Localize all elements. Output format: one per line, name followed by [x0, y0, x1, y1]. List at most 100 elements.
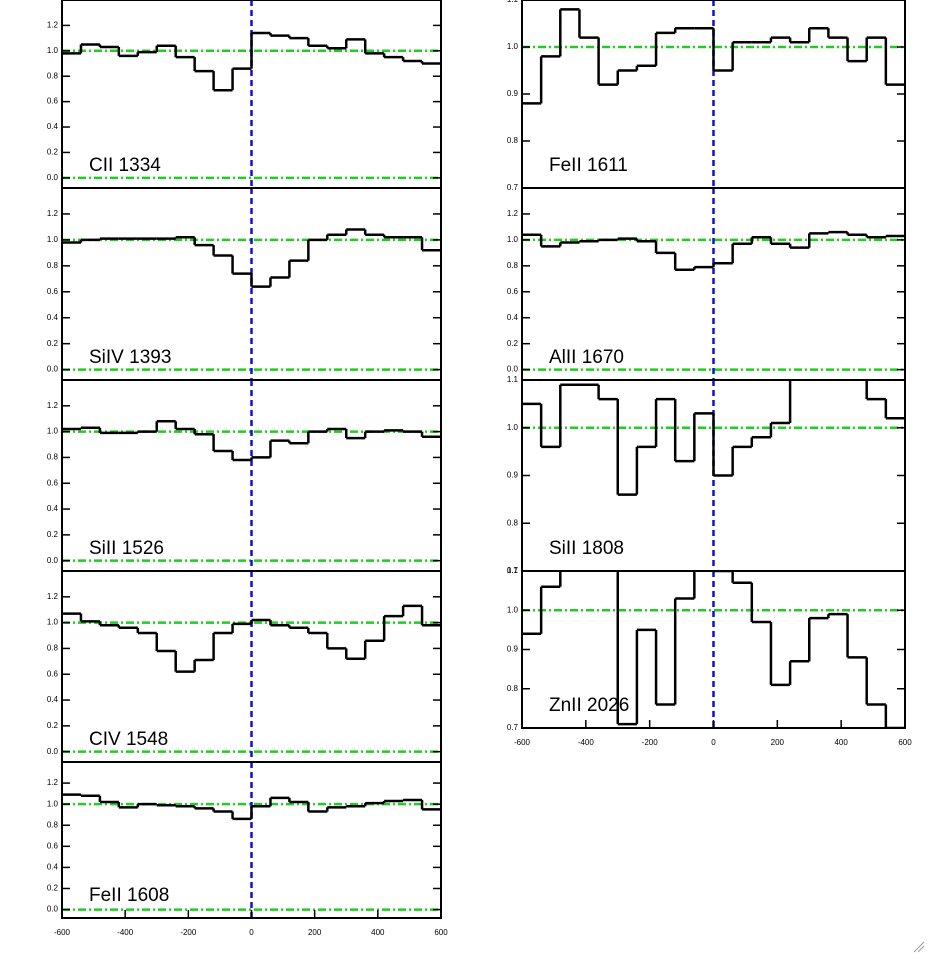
y-tick-label: 0.7 — [507, 183, 519, 192]
y-tick-label: 0.8 — [507, 136, 519, 145]
panel: 0.7 0.8 0.9 1.0 1.1 FeII 1611 — [507, 0, 906, 192]
y-tick-label: 1.0 — [507, 423, 519, 432]
y-tick-label: 0.6 — [47, 841, 59, 850]
plot-area — [522, 230, 905, 271]
panel: 0.0 0.2 0.4 0.6 0.8 1.0 1.2 CIV 1548 — [47, 570, 442, 763]
panel-label: AlII 1670 — [549, 347, 624, 368]
y-tick-label: 1.2 — [47, 401, 59, 410]
y-tick-label: 0.2 — [507, 339, 519, 348]
y-tick-label: 1.0 — [507, 42, 519, 51]
y-tick-label: 0.6 — [507, 287, 519, 296]
y-tick-label: 0.8 — [507, 684, 519, 693]
y-tick-label: 1.1 — [507, 0, 519, 4]
y-tick-label: 0.4 — [47, 504, 59, 513]
y-tick-label: 0.9 — [507, 471, 519, 480]
x-tick-label: 600 — [898, 738, 912, 747]
y-tick-label: 1.1 — [507, 566, 519, 575]
y-tick-label: 1.2 — [47, 592, 59, 601]
plot-area — [522, 571, 905, 728]
plot-area — [62, 420, 441, 462]
y-tick-label: 0.9 — [507, 645, 519, 654]
x-tick-label: -400 — [578, 738, 595, 747]
plot-area — [62, 228, 441, 288]
panel: 0.0 0.2 0.4 0.6 0.8 1.0 1.2 -600 -400 -200 0 200 400… — [47, 761, 448, 937]
panel: 0.0 0.2 0.4 0.6 0.8 1.0 1.2 SiII 1526 — [47, 379, 442, 572]
panel-label: CIV 1548 — [89, 729, 168, 750]
panel: 0.0 0.2 0.4 0.6 0.8 1.0 1.2 AlII 1670 — [507, 187, 906, 381]
x-tick-label: 0 — [711, 738, 716, 747]
y-tick-label: 0.6 — [47, 669, 59, 678]
x-tick-label: -400 — [117, 928, 134, 937]
plot-area — [522, 380, 905, 496]
y-tick-label: 0.4 — [47, 695, 59, 704]
y-tick-label: 1.0 — [47, 46, 59, 55]
y-tick-label: 0.0 — [47, 365, 59, 374]
panel-label: SiIV 1393 — [89, 347, 171, 368]
y-tick-label: 0.2 — [47, 148, 59, 157]
resize-grip — [913, 941, 925, 953]
y-tick-label: 1.1 — [507, 375, 519, 384]
x-tick-label: 200 — [308, 928, 322, 937]
y-tick-label: 0.8 — [47, 261, 59, 270]
y-tick-label: 0.8 — [507, 518, 519, 527]
y-tick-label: 1.0 — [47, 618, 59, 627]
y-tick-label: 0.0 — [47, 556, 59, 565]
y-tick-label: 0.0 — [47, 747, 59, 756]
y-tick-label: 1.0 — [47, 799, 59, 808]
y-tick-label: 0.2 — [47, 884, 59, 893]
panel-label: ZnII 2026 — [549, 695, 629, 716]
x-tick-label: 400 — [834, 738, 848, 747]
plot-area — [522, 8, 905, 105]
x-tick-label: 200 — [771, 738, 785, 747]
x-tick-label: -600 — [514, 738, 531, 747]
panel: 0.0 0.2 0.4 0.6 0.8 1.0 1.2 SiIV 1393 — [47, 187, 442, 381]
y-tick-label: 0.4 — [47, 863, 59, 872]
y-tick-label: 1.2 — [507, 209, 519, 218]
y-tick-label: 0.8 — [47, 453, 59, 462]
y-tick-label: 0.2 — [47, 721, 59, 730]
y-tick-label: 0.9 — [507, 89, 519, 98]
y-tick-label: 0.8 — [47, 820, 59, 829]
y-tick-label: 0.7 — [507, 723, 519, 732]
x-tick-label: 600 — [434, 928, 448, 937]
plot-area — [62, 793, 441, 821]
x-tick-label: -600 — [54, 928, 71, 937]
panel-label: FeII 1608 — [89, 885, 169, 906]
y-tick-label: 1.2 — [47, 778, 59, 787]
plot-area — [62, 604, 441, 673]
y-tick-label: 0.4 — [507, 313, 519, 322]
y-tick-label: 0.2 — [47, 339, 59, 348]
y-tick-label: 0.6 — [47, 287, 59, 296]
x-tick-label: -200 — [642, 738, 659, 747]
y-tick-label: 0.4 — [47, 313, 59, 322]
x-tick-label: 400 — [371, 928, 385, 937]
y-tick-label: 0.2 — [47, 530, 59, 539]
x-tick-label: -200 — [180, 928, 197, 937]
y-tick-label: 0.6 — [47, 97, 59, 106]
y-tick-label: 0.7 — [507, 566, 519, 575]
y-tick-label: 1.0 — [47, 235, 59, 244]
y-tick-label: 0.0 — [507, 365, 519, 374]
y-tick-label: 1.0 — [47, 427, 59, 436]
y-tick-label: 1.0 — [507, 605, 519, 614]
y-tick-label: 0.0 — [47, 905, 59, 914]
y-tick-label: 0.0 — [47, 173, 59, 182]
y-tick-label: 1.0 — [507, 235, 519, 244]
y-tick-label: 0.8 — [47, 71, 59, 80]
panel-label: SiII 1526 — [89, 538, 164, 559]
panel: 0.7 0.8 0.9 1.0 1.1 -600 -400 -200 0 200 400 600 ZnI… — [507, 566, 912, 747]
y-tick-label: 1.2 — [47, 209, 59, 218]
panel-label: CII 1334 — [89, 155, 161, 176]
y-tick-label: 1.2 — [47, 21, 59, 30]
y-tick-label: 0.6 — [47, 478, 59, 487]
panel-label: SiII 1808 — [549, 538, 624, 559]
y-tick-label: 0.4 — [47, 122, 59, 131]
y-tick-label: 0.8 — [507, 261, 519, 270]
panel: 0.0 0.2 0.4 0.6 0.8 1.0 1.2 CII 1334 — [47, 0, 442, 189]
panel-label: FeII 1611 — [549, 155, 628, 176]
panel: 0.7 0.8 0.9 1.0 1.1 SiII 1808 — [507, 375, 906, 575]
y-tick-label: 0.8 — [47, 644, 59, 653]
plot-area — [62, 31, 441, 92]
x-tick-label: 0 — [249, 928, 254, 937]
